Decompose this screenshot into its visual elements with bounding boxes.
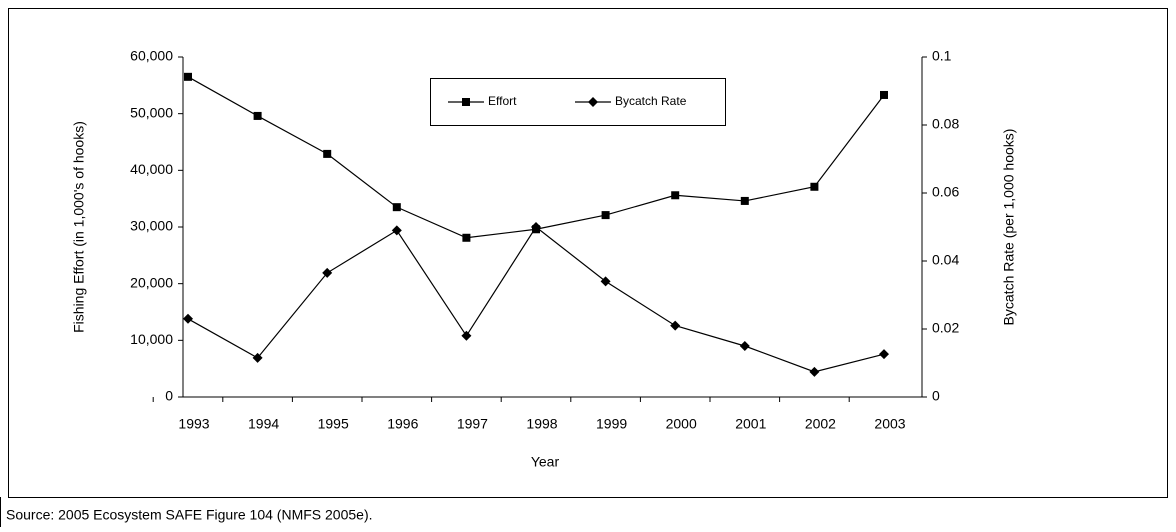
marker: [740, 196, 749, 205]
marker: [323, 149, 332, 158]
marker: [253, 111, 262, 120]
x-axis-label: Year: [531, 454, 560, 470]
y-axis-label: Fishing Effort (in 1,000's of hooks): [71, 121, 87, 333]
y2-tick-label: 0: [932, 388, 940, 404]
marker: [671, 191, 680, 200]
marker: [322, 267, 333, 278]
marker: [739, 341, 750, 351]
legend-marker: [588, 97, 598, 107]
y2-axis-label: Bycatch Rate (per 1,000 hooks): [1001, 129, 1017, 326]
marker: [391, 225, 402, 236]
x-tick-label: 1995: [318, 416, 349, 432]
y2-tick-label: 0.02: [932, 320, 959, 336]
x-tick-label: 1993: [178, 416, 209, 432]
marker: [601, 211, 610, 220]
legend-label: Effort: [488, 94, 517, 108]
marker: [462, 233, 471, 242]
y2-tick-label: 0.04: [932, 252, 959, 268]
x-tick-label: 1997: [457, 416, 488, 432]
y2-tick-label: 0.06: [932, 184, 959, 200]
marker: [252, 352, 263, 363]
marker: [183, 313, 193, 324]
legend-label: Bycatch Rate: [615, 94, 687, 108]
marker: [600, 276, 611, 287]
y-tick-label: 0: [165, 388, 173, 404]
marker: [392, 203, 401, 212]
x-tick-label: 1999: [596, 416, 627, 432]
x-tick-label: 1996: [387, 416, 418, 432]
marker: [461, 330, 472, 341]
y-tick-label: 50,000: [130, 104, 173, 120]
marker: [880, 90, 888, 99]
marker: [531, 222, 541, 232]
marker: [809, 366, 820, 377]
legend-marker: [462, 98, 470, 106]
marker: [810, 182, 819, 191]
y-tick-label: 60,000: [130, 48, 173, 64]
marker: [670, 320, 681, 331]
y2-tick-label: 0.08: [932, 116, 959, 132]
marker: [184, 72, 192, 81]
y-tick-label: 10,000: [130, 331, 173, 347]
marker: [879, 349, 889, 360]
x-tick-label: 2003: [874, 416, 905, 432]
y-tick-label: 40,000: [130, 161, 173, 177]
source-note: Source: 2005 Ecosystem SAFE Figure 104 (…: [6, 507, 373, 523]
x-tick-label: 2001: [735, 416, 766, 432]
y-tick-label: 30,000: [130, 218, 173, 234]
y-tick-label: 20,000: [130, 274, 173, 290]
x-tick-label: 2000: [666, 416, 697, 432]
y2-tick-label: 0.1: [932, 48, 952, 64]
x-tick-label: 1994: [248, 416, 279, 432]
x-tick-label: 2002: [805, 416, 836, 432]
x-tick-label: 1998: [526, 416, 557, 432]
